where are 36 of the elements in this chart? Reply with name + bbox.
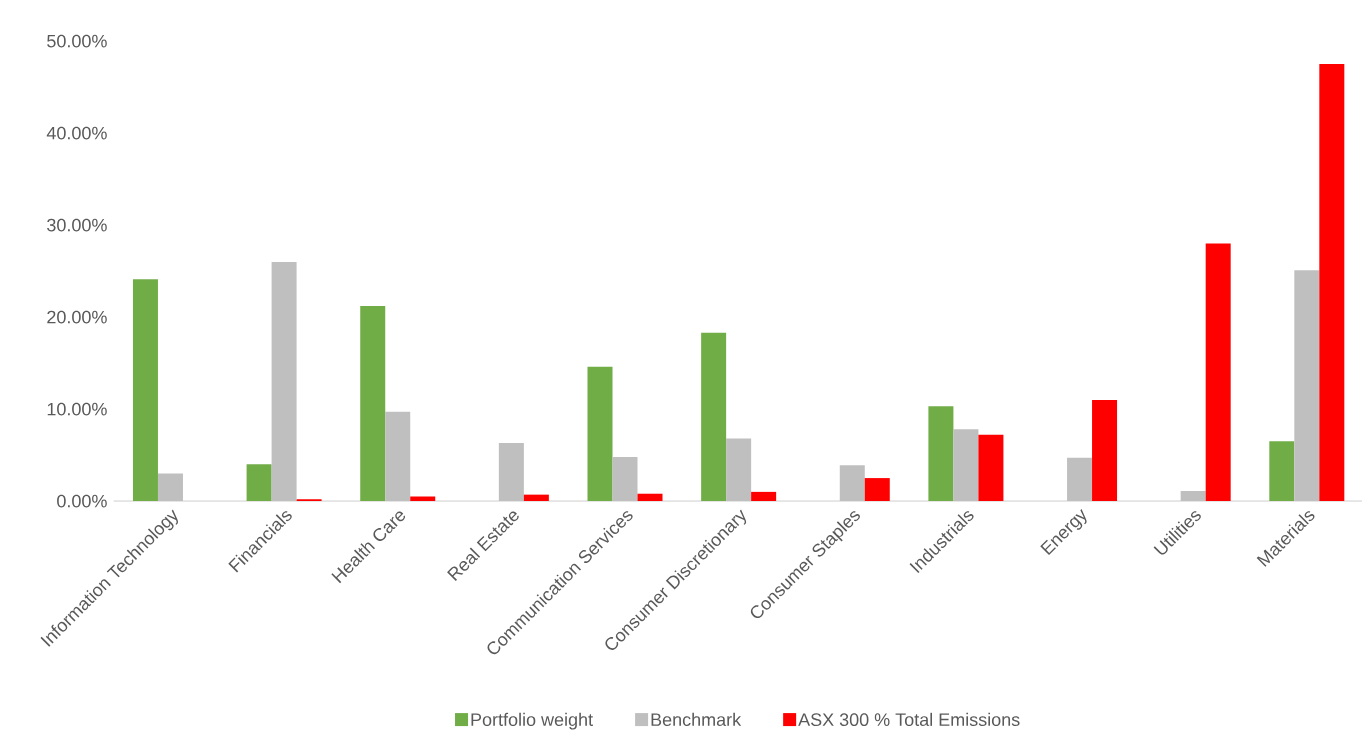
bar [1067, 457, 1093, 502]
y-tick-label: 0.00% [57, 494, 107, 508]
bar [637, 493, 663, 502]
bar [978, 434, 1004, 502]
bar [271, 261, 297, 502]
bar [360, 306, 386, 502]
bar [385, 411, 411, 502]
y-tick-label: 50.00% [47, 34, 107, 48]
bar [132, 279, 158, 502]
bar [523, 494, 549, 502]
bar [1180, 490, 1206, 502]
legend-label: ASX 300 % Total Emissions [798, 712, 1020, 727]
bar [953, 429, 979, 502]
bar [587, 366, 613, 502]
legend-label: Benchmark [651, 712, 742, 727]
bar [701, 332, 727, 502]
bar [410, 496, 436, 502]
bar [839, 465, 865, 502]
bar [1205, 243, 1231, 502]
y-tick-label: 10.00% [47, 402, 107, 416]
y-tick-label: 30.00% [47, 218, 107, 232]
bar [928, 406, 954, 502]
bar [726, 438, 752, 502]
bar [157, 473, 183, 502]
bar [1092, 399, 1118, 502]
bar [751, 491, 777, 502]
bar [612, 456, 638, 502]
bar [1294, 270, 1320, 502]
bar [864, 478, 890, 502]
bar [498, 443, 524, 502]
bar [246, 464, 272, 502]
bar [1269, 441, 1295, 502]
y-tick-label: 40.00% [46, 126, 107, 140]
bar [1319, 64, 1345, 502]
legend-label: Portfolio weight [471, 712, 593, 730]
y-tick-label: 20.00% [47, 310, 107, 324]
